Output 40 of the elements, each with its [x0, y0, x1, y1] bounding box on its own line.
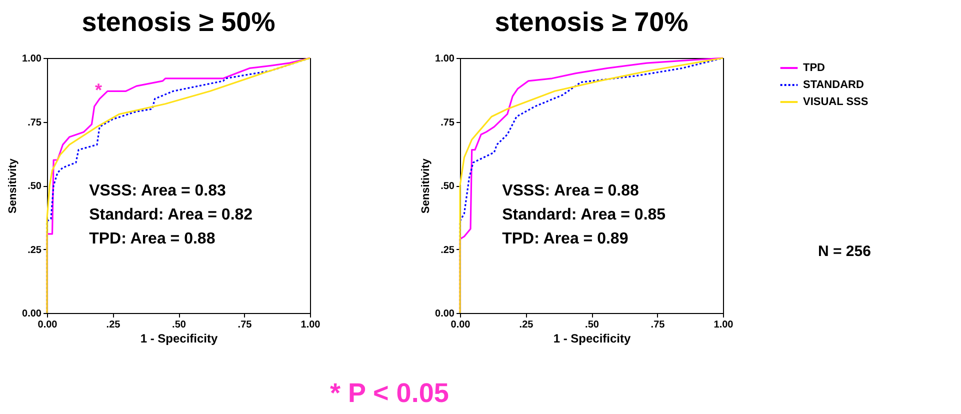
x-tick-label: .50	[172, 320, 186, 330]
x-axis-title: 1 - Specificity	[140, 332, 218, 346]
y-tick-label: 0.00	[435, 308, 455, 320]
text: * P < 0.05	[330, 378, 449, 409]
line-series	[46, 57, 311, 314]
x-tick-label: .75	[650, 320, 666, 330]
annotation: VSSS: Area = 0.88	[502, 182, 639, 200]
annotation: Standard: Area = 0.85	[502, 206, 666, 224]
y-tick-label: .75	[440, 117, 455, 128]
annotation: Standard: Area = 0.82	[89, 206, 253, 224]
annotation: *	[95, 80, 102, 101]
y-tick-label: .75	[28, 117, 42, 128]
x-tick-label: 1.00	[714, 320, 734, 330]
y-axis-title: Sensitivity	[420, 158, 432, 214]
y-tick-label: 1.00	[22, 54, 42, 64]
x-tick-label: .25	[106, 320, 121, 330]
chart-title: stenosis ≥ 50%	[82, 7, 276, 37]
y-axis-title: Sensitivity	[7, 158, 20, 214]
x-tick-label: 0.00	[450, 320, 471, 330]
legend-label: STANDARD	[803, 79, 864, 91]
y-tick-label: .25	[440, 244, 455, 256]
x-tick-label: 1.00	[300, 320, 321, 330]
chart-title: stenosis ≥ 70%	[494, 7, 688, 37]
x-axis-title: 1 - Specificity	[553, 332, 631, 346]
x-tick-label: .50	[585, 320, 600, 330]
y-tick-label: .25	[28, 244, 42, 256]
x-tick-label: .25	[519, 320, 534, 330]
annotation: TPD: Area = 0.88	[89, 230, 216, 248]
line-series	[459, 57, 724, 314]
annotation: VSSS: Area = 0.83	[89, 182, 226, 200]
y-tick-label: .50	[440, 181, 455, 192]
legend-label: VISUAL SSS	[803, 96, 868, 108]
y-tick-label: 1.00	[435, 54, 455, 64]
legend-label: TPD	[803, 62, 826, 74]
annotation: TPD: Area = 0.89	[502, 230, 628, 248]
x-tick-label: .75	[238, 320, 252, 330]
text: N = 256	[818, 243, 871, 260]
x-tick-label: 0.00	[38, 320, 58, 330]
y-tick-label: 0.00	[22, 308, 42, 320]
y-tick-label: .50	[28, 181, 42, 192]
